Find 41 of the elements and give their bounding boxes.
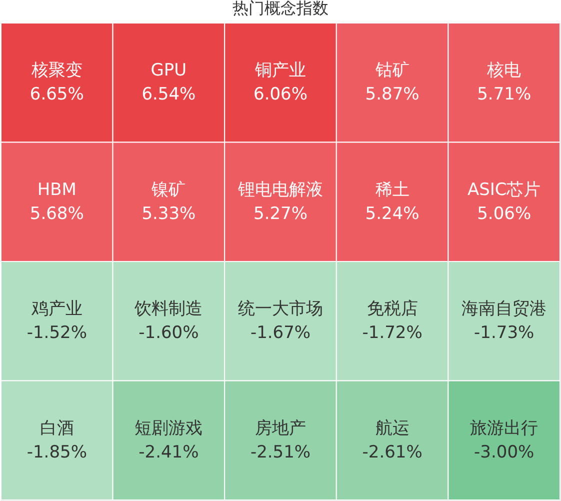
data-label: -1.67% bbox=[250, 323, 311, 344]
data-label: 5.71% bbox=[477, 84, 532, 105]
annotation: 统一大市场 bbox=[238, 299, 323, 320]
annotation: GPU bbox=[150, 60, 187, 81]
annotation: 短剧游戏 bbox=[134, 418, 203, 438]
data-label: -1.85% bbox=[26, 442, 87, 462]
data-label: 5.27% bbox=[253, 204, 308, 224]
annotation: 镍矿 bbox=[150, 180, 186, 200]
data-label: -1.60% bbox=[138, 323, 199, 344]
annotation: 锂电电解液 bbox=[237, 180, 323, 200]
data-label: -1.52% bbox=[26, 323, 87, 344]
annotation: 饮料制造 bbox=[134, 299, 203, 320]
data-label: -1.72% bbox=[362, 323, 422, 344]
annotation: 免税店 bbox=[366, 299, 418, 320]
data-label: 5.87% bbox=[365, 84, 420, 105]
data-label: 5.06% bbox=[477, 204, 532, 224]
data-label: 6.65% bbox=[30, 84, 84, 105]
data-label: -3.00% bbox=[474, 442, 534, 462]
annotation: 航运 bbox=[375, 418, 410, 438]
data-label: -2.61% bbox=[362, 442, 422, 462]
annotation: 稀土 bbox=[375, 180, 410, 200]
annotation: 鸡产业 bbox=[30, 299, 82, 320]
annotation: 核聚变 bbox=[30, 60, 82, 81]
annotation: 钴矿 bbox=[374, 60, 410, 81]
annotation: 旅游出行 bbox=[470, 418, 538, 438]
data-label: 5.24% bbox=[365, 204, 420, 224]
annotation: HBM bbox=[37, 180, 76, 200]
annotation: 海南自贸港 bbox=[462, 299, 547, 320]
chart-title: 热门概念指数 bbox=[232, 0, 328, 18]
annotation: 白酒 bbox=[40, 418, 74, 438]
annotation: 铜产业 bbox=[254, 60, 306, 81]
data-label: -2.51% bbox=[250, 442, 311, 462]
annotation: ASIC芯片 bbox=[467, 180, 541, 200]
annotation: 核电 bbox=[486, 60, 522, 81]
data-label: 5.33% bbox=[142, 204, 196, 224]
data-label: -2.41% bbox=[138, 442, 199, 462]
data-label: -1.73% bbox=[474, 323, 534, 344]
data-label: 6.54% bbox=[142, 84, 196, 105]
data-label: 5.68% bbox=[30, 204, 84, 224]
annotation: 房地产 bbox=[255, 418, 306, 438]
data-label: 6.06% bbox=[253, 84, 308, 105]
